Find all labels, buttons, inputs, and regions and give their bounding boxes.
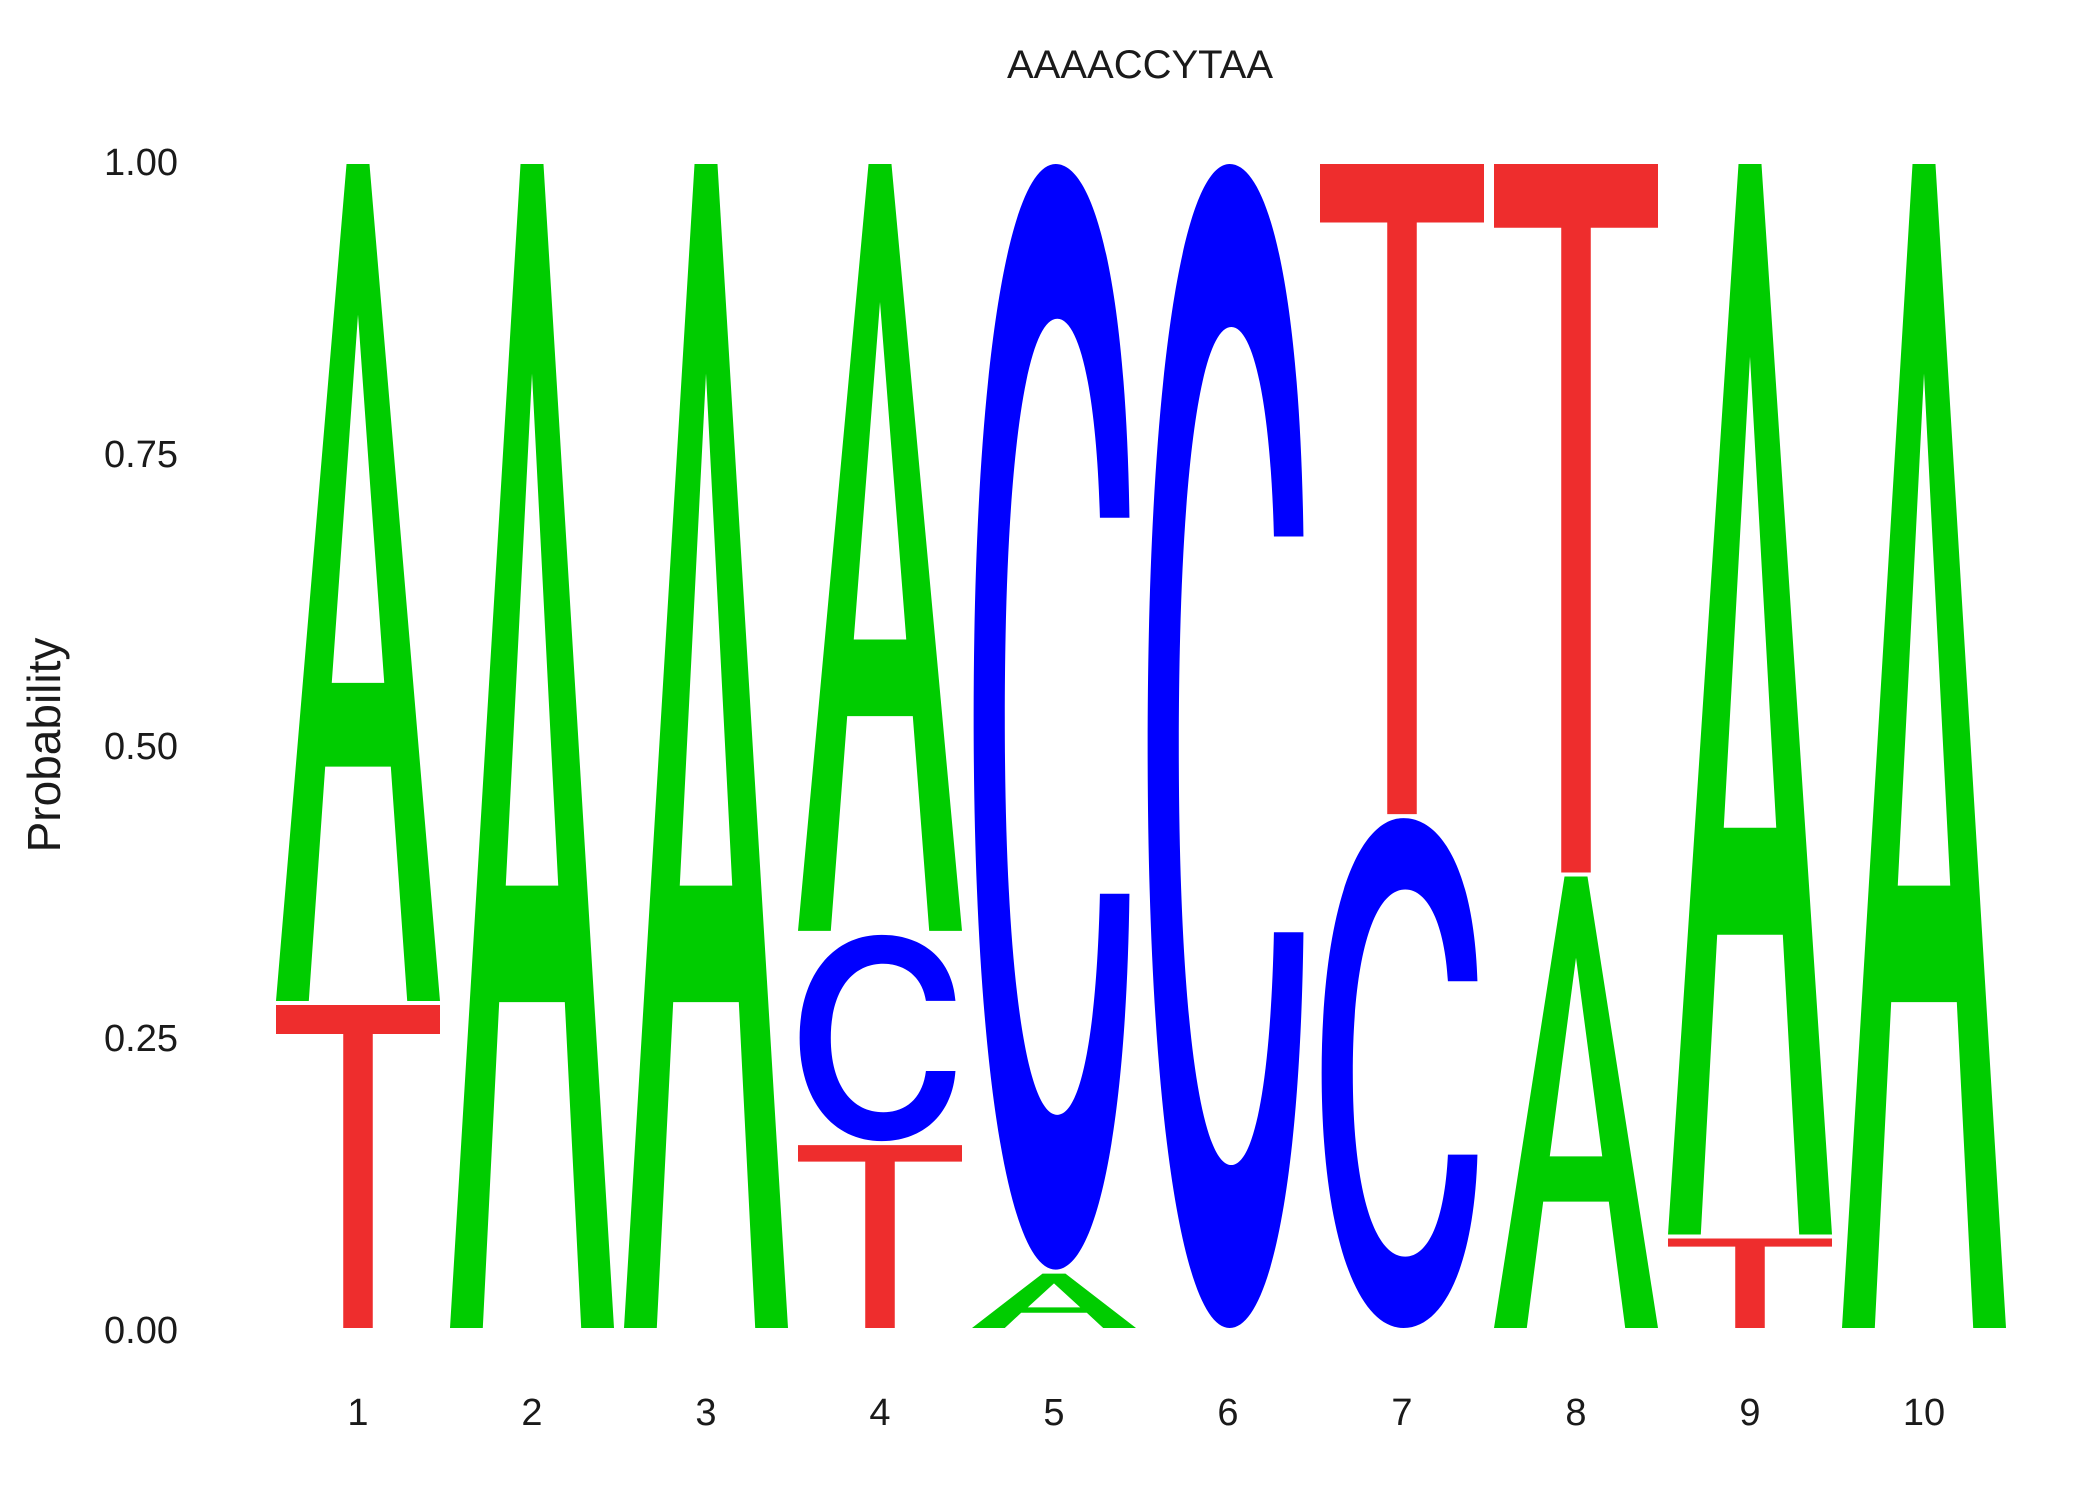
y-tick-label: 0.50 <box>104 726 178 768</box>
x-tick-label: 8 <box>1565 1392 1586 1434</box>
letter-T-pos-7 <box>1320 164 1484 815</box>
chart-title: AAAACCYTAA <box>1007 43 1273 87</box>
y-tick-label: 0.75 <box>104 434 178 476</box>
logo-column-2 <box>450 164 614 1328</box>
x-tick-label: 6 <box>1217 1392 1238 1434</box>
x-tick-label: 4 <box>869 1392 890 1434</box>
letter-A-pos-8 <box>1494 876 1658 1328</box>
letter-A-pos-9 <box>1668 164 1832 1235</box>
logo-column-3 <box>624 164 788 1328</box>
x-axis-ticks: 1 2 3 4 5 6 7 8 9 10 <box>347 1392 1945 1434</box>
logo-column-10 <box>1842 164 2006 1328</box>
x-tick-label: 9 <box>1739 1392 1760 1434</box>
x-tick-label: 1 <box>347 1392 368 1434</box>
logo-column-6 <box>1147 164 1304 1328</box>
y-axis-label: Probability <box>18 638 70 853</box>
letter-C-pos-4 <box>799 934 956 1142</box>
x-tick-label: 3 <box>695 1392 716 1434</box>
y-axis-ticks: 0.00 0.25 0.50 0.75 1.00 <box>104 142 178 1352</box>
y-tick-label: 1.00 <box>104 142 178 184</box>
letter-T-pos-8 <box>1494 164 1658 873</box>
logo-column-4 <box>798 164 962 1328</box>
letter-C-pos-5 <box>973 164 1130 1270</box>
letter-A-pos-1 <box>276 164 440 1001</box>
logo-column-5 <box>972 164 1136 1328</box>
letter-C-pos-6 <box>1147 164 1304 1328</box>
x-tick-label: 10 <box>1903 1392 1945 1434</box>
letter-A-pos-2 <box>450 164 614 1328</box>
logo-column-1 <box>276 164 440 1328</box>
letter-A-pos-5 <box>972 1273 1136 1328</box>
letter-T-pos-4 <box>798 1145 962 1328</box>
letter-C-pos-7 <box>1321 818 1478 1328</box>
logo-letters <box>276 164 2006 1328</box>
logo-column-9 <box>1668 164 1832 1328</box>
letter-T-pos-1 <box>276 1004 440 1328</box>
x-tick-label: 2 <box>521 1392 542 1434</box>
logo-column-7 <box>1320 164 1484 1328</box>
letter-A-pos-4 <box>798 164 962 931</box>
letter-T-pos-9 <box>1668 1238 1832 1328</box>
y-tick-label: 0.00 <box>104 1310 178 1352</box>
letter-A-pos-10 <box>1842 164 2006 1328</box>
logo-column-8 <box>1494 164 1658 1328</box>
letter-A-pos-3 <box>624 164 788 1328</box>
y-tick-label: 0.25 <box>104 1018 178 1060</box>
x-tick-label: 7 <box>1391 1392 1412 1434</box>
x-tick-label: 5 <box>1043 1392 1064 1434</box>
